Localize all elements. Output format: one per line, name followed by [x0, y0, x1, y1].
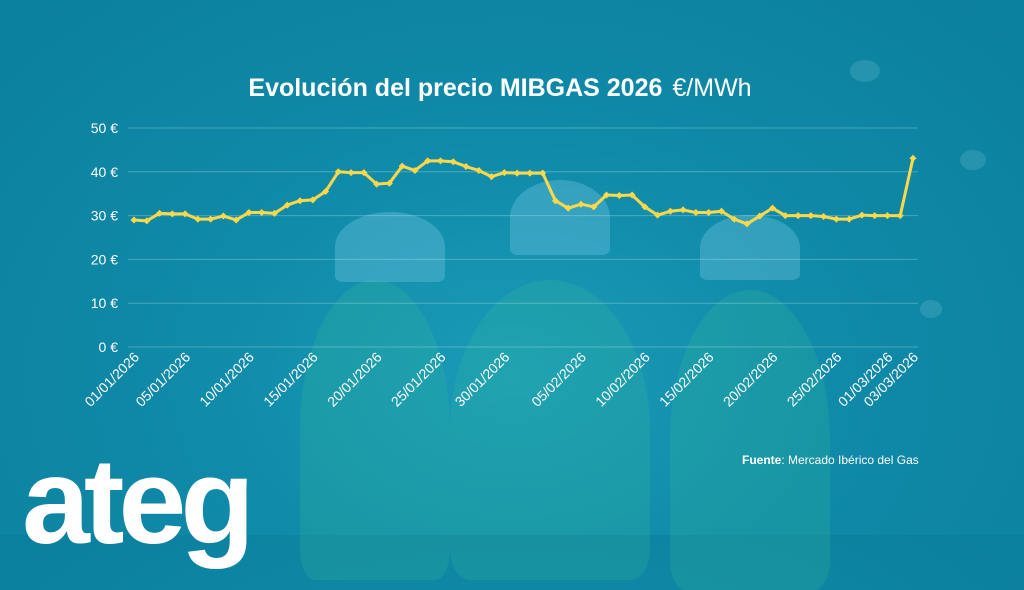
data-point: [168, 210, 176, 218]
x-tick-label: 10/01/2026: [196, 349, 257, 410]
data-point: [258, 209, 266, 217]
data-point: [143, 217, 151, 225]
y-tick-label: 0 €: [99, 339, 119, 355]
y-tick-label: 20 €: [91, 251, 118, 267]
data-point: [436, 157, 444, 165]
source-text: : Mercado Ibérico del Gas: [781, 453, 919, 467]
data-point: [590, 203, 598, 211]
data-point: [334, 168, 342, 176]
data-point: [539, 169, 547, 177]
data-point: [692, 209, 700, 217]
y-tick-label: 10 €: [91, 295, 118, 311]
data-point: [194, 215, 202, 223]
data-point: [207, 215, 215, 223]
data-point: [245, 209, 253, 217]
x-tick-label: 30/01/2026: [452, 349, 513, 410]
data-point: [603, 191, 611, 199]
data-point: [769, 204, 777, 212]
data-point: [156, 209, 164, 217]
x-tick-label: 15/02/2026: [656, 349, 717, 410]
data-point: [679, 206, 687, 214]
source-label: Fuente: [742, 453, 782, 467]
data-point: [462, 163, 470, 171]
data-point: [666, 207, 674, 215]
data-point: [845, 215, 853, 223]
data-point: [398, 162, 406, 170]
data-point: [871, 212, 879, 220]
chart-unit: €/MWh: [672, 74, 752, 102]
chart-title-text: Evolución del precio MIBGAS 2026: [248, 74, 663, 102]
data-point: [883, 212, 891, 220]
data-point: [449, 158, 457, 166]
data-point: [717, 207, 725, 215]
data-point: [743, 220, 751, 228]
y-tick-label: 30 €: [91, 208, 118, 224]
x-tick-label: 15/01/2026: [260, 349, 321, 410]
data-point: [909, 154, 917, 162]
data-point: [181, 210, 189, 218]
data-point: [781, 212, 789, 220]
data-point: [807, 212, 815, 220]
data-point: [488, 173, 496, 181]
x-tick-label: 25/01/2026: [388, 349, 449, 410]
data-point: [424, 157, 432, 165]
data-point: [628, 191, 636, 199]
line-chart: 0 €10 €20 €30 €40 €50 €01/01/202605/01/2…: [91, 120, 917, 410]
data-point: [219, 212, 227, 220]
data-point: [641, 203, 649, 211]
data-point: [794, 212, 802, 220]
x-tick-label: 10/02/2026: [592, 349, 653, 410]
ateg-logo: ateg: [22, 433, 255, 569]
data-point: [551, 197, 559, 205]
data-point: [309, 196, 317, 204]
data-point: [756, 212, 764, 220]
x-tick-label: 05/02/2026: [528, 349, 589, 410]
y-tick-label: 50 €: [91, 120, 118, 136]
data-point: [564, 204, 572, 212]
data-point: [615, 191, 623, 199]
data-point: [705, 209, 713, 217]
x-tick-label: 20/01/2026: [324, 349, 385, 410]
y-tick-label: 40 €: [91, 164, 118, 180]
data-point: [820, 212, 828, 220]
data-point: [654, 211, 662, 219]
data-point: [526, 169, 534, 177]
chart-title: Evolución del precio MIBGAS 2026 €/MWh: [0, 74, 1000, 103]
data-point: [500, 169, 508, 177]
x-tick-label: 05/01/2026: [132, 349, 193, 410]
data-point: [130, 216, 138, 224]
data-point: [232, 216, 240, 224]
data-point: [360, 169, 368, 177]
data-point: [577, 200, 585, 208]
data-point: [270, 209, 278, 217]
x-tick-label: 20/02/2026: [720, 349, 781, 410]
data-point: [896, 212, 904, 220]
data-point: [347, 169, 355, 177]
data-point: [322, 188, 330, 196]
data-point: [730, 215, 738, 223]
source-note: Fuente: Mercado Ibérico del Gas: [742, 453, 919, 467]
data-point: [283, 201, 291, 209]
data-point: [373, 180, 381, 188]
data-point: [858, 211, 866, 219]
data-point: [832, 215, 840, 223]
data-point: [296, 197, 304, 205]
data-point: [475, 166, 483, 174]
data-point: [513, 169, 521, 177]
data-point: [411, 166, 419, 174]
data-point: [385, 179, 393, 187]
